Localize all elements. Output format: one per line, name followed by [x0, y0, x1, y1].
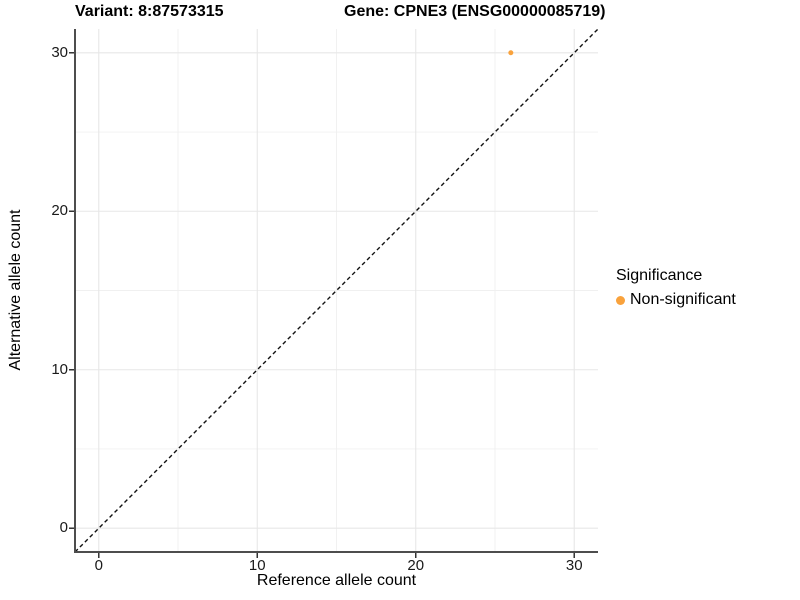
- y-axis-title: Alternative allele count: [7, 209, 24, 371]
- plot-title-variant: Variant: 8:87573315: [75, 3, 224, 20]
- y-tick-label: 20: [51, 202, 68, 220]
- x-tick-label: 30: [565, 557, 583, 574]
- legend: Significance Non-significant: [616, 267, 736, 309]
- x-tick-label: 10: [248, 557, 266, 574]
- plot-title-gene: Gene: CPNE3 (ENSG00000085719): [344, 3, 606, 20]
- legend-title: Significance: [616, 267, 703, 284]
- x-tick-label: 20: [407, 557, 425, 574]
- x-tick-label: 0: [94, 557, 103, 574]
- x-axis-title: Reference allele count: [256, 572, 417, 589]
- legend-item-label: Non-significant: [630, 291, 736, 308]
- y-tick-label: 10: [51, 360, 68, 378]
- y-tick-label: 30: [51, 43, 68, 61]
- y-tick-label: 0: [59, 519, 68, 537]
- legend-item: Non-significant: [616, 291, 736, 309]
- legend-point-icon: [616, 295, 625, 305]
